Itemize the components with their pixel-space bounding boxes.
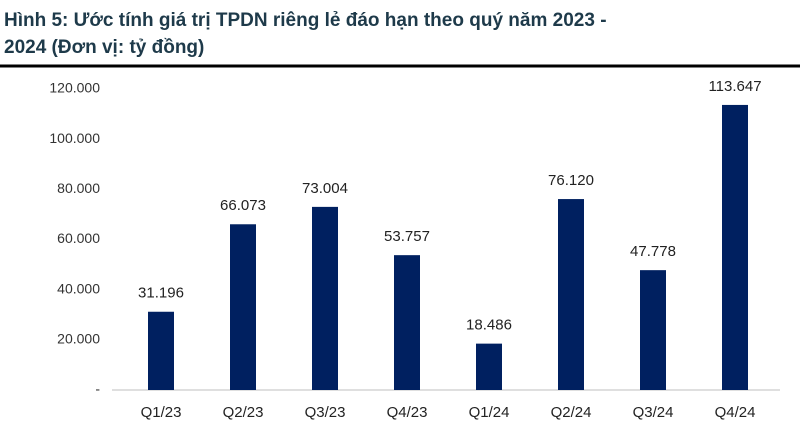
bar (558, 199, 584, 390)
value-label: 113.647 (708, 78, 761, 95)
bar (312, 206, 338, 390)
x-tick-label: Q3/24 (633, 404, 674, 421)
bar (394, 255, 420, 390)
chart-title: 2024 (Đơn vị: tỷ đồng) (4, 37, 204, 58)
y-tick-label: 120.000 (49, 80, 100, 96)
y-tick-label: - (95, 381, 100, 397)
value-label: 66.073 (220, 197, 266, 214)
value-label: 73.004 (302, 180, 348, 197)
y-tick-label: 20.000 (57, 331, 100, 347)
chart-title: Hình 5: Ước tính giá trị TPDN riêng lẻ đ… (4, 10, 607, 31)
x-tick-label: Q1/23 (141, 404, 182, 421)
bar (230, 224, 256, 390)
x-tick-label: Q2/23 (223, 404, 264, 421)
y-tick-label: 80.000 (57, 180, 100, 196)
bar (148, 311, 174, 390)
value-label: 76.120 (548, 172, 594, 189)
x-tick-label: Q3/23 (305, 404, 346, 421)
value-label: 18.486 (466, 317, 512, 334)
bar (722, 104, 748, 391)
bar (640, 270, 666, 390)
x-tick-label: Q4/23 (387, 404, 428, 421)
x-tick-label: Q4/24 (715, 404, 756, 421)
y-tick-label: 100.000 (49, 130, 100, 146)
x-tick-label: Q1/24 (469, 404, 510, 421)
value-label: 31.196 (138, 285, 184, 302)
y-tick-label: 60.000 (57, 230, 100, 246)
x-tick-label: Q2/24 (551, 404, 592, 421)
y-tick-label: 40.000 (57, 280, 100, 296)
value-label: 53.757 (384, 228, 430, 245)
bar (476, 343, 502, 390)
value-label: 47.778 (630, 243, 676, 260)
